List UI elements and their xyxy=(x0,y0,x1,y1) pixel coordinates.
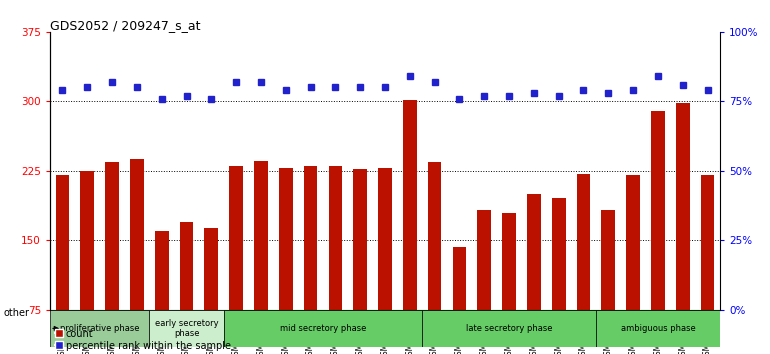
Bar xyxy=(254,161,268,310)
Bar xyxy=(205,228,218,310)
Bar xyxy=(552,198,565,310)
Bar xyxy=(577,174,591,310)
Bar xyxy=(422,310,596,347)
Bar xyxy=(155,231,169,310)
Bar xyxy=(596,310,720,347)
Text: other: other xyxy=(4,308,30,318)
Bar xyxy=(651,110,665,310)
Bar xyxy=(378,168,392,310)
Bar xyxy=(55,176,69,310)
Text: mid secretory phase: mid secretory phase xyxy=(280,324,367,333)
Text: early secretory
phase: early secretory phase xyxy=(155,319,219,338)
Bar xyxy=(477,210,491,310)
Text: late secretory phase: late secretory phase xyxy=(466,324,552,333)
Bar xyxy=(676,103,690,310)
Bar xyxy=(329,166,342,310)
Bar xyxy=(626,176,640,310)
Bar xyxy=(353,169,367,310)
Bar xyxy=(279,168,293,310)
Bar xyxy=(179,222,193,310)
Bar xyxy=(50,310,149,347)
Bar xyxy=(229,166,243,310)
Bar xyxy=(601,210,615,310)
Text: GDS2052 / 209247_s_at: GDS2052 / 209247_s_at xyxy=(50,19,200,32)
Bar xyxy=(130,159,144,310)
Text: proliferative phase: proliferative phase xyxy=(60,324,139,333)
Bar xyxy=(149,310,224,347)
Bar xyxy=(428,161,441,310)
Bar xyxy=(80,171,94,310)
Bar xyxy=(453,247,467,310)
Bar xyxy=(527,194,541,310)
Bar xyxy=(403,99,417,310)
Bar xyxy=(224,310,422,347)
Bar xyxy=(303,166,317,310)
Text: ambiguous phase: ambiguous phase xyxy=(621,324,695,333)
Bar xyxy=(701,176,715,310)
Bar xyxy=(502,212,516,310)
Legend: count, percentile rank within the sample: count, percentile rank within the sample xyxy=(55,329,230,351)
Bar xyxy=(105,161,119,310)
